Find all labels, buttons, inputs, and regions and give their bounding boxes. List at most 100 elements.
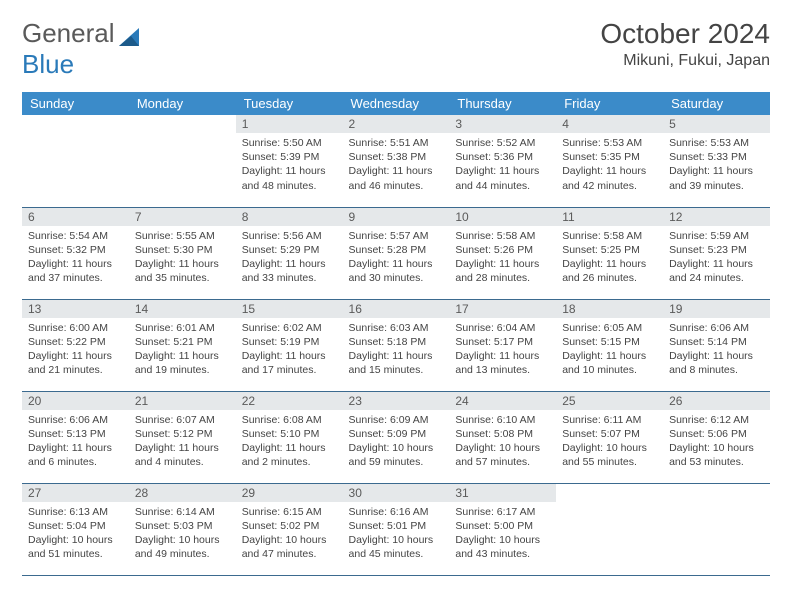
day-body: Sunrise: 6:13 AMSunset: 5:04 PMDaylight:… [22, 502, 129, 566]
day-number: 6 [22, 208, 129, 226]
calendar-cell: 31Sunrise: 6:17 AMSunset: 5:00 PMDayligh… [449, 483, 556, 575]
sunset-line: Sunset: 5:38 PM [349, 150, 444, 164]
day-number: 12 [663, 208, 770, 226]
day-body: Sunrise: 6:12 AMSunset: 5:06 PMDaylight:… [663, 410, 770, 474]
calendar-cell [556, 483, 663, 575]
sunrise-line: Sunrise: 5:58 AM [455, 229, 550, 243]
day-body: Sunrise: 5:54 AMSunset: 5:32 PMDaylight:… [22, 226, 129, 290]
calendar-cell: 1Sunrise: 5:50 AMSunset: 5:39 PMDaylight… [236, 115, 343, 207]
day-number: 19 [663, 300, 770, 318]
day-number: 1 [236, 115, 343, 133]
calendar-cell: 4Sunrise: 5:53 AMSunset: 5:35 PMDaylight… [556, 115, 663, 207]
sunrise-line: Sunrise: 6:00 AM [28, 321, 123, 335]
sunrise-line: Sunrise: 6:04 AM [455, 321, 550, 335]
daylight-line: Daylight: 10 hours and 45 minutes. [349, 533, 444, 561]
logo-text-gray: General [22, 18, 115, 48]
sunset-line: Sunset: 5:08 PM [455, 427, 550, 441]
sunset-line: Sunset: 5:01 PM [349, 519, 444, 533]
day-body: Sunrise: 6:17 AMSunset: 5:00 PMDaylight:… [449, 502, 556, 566]
sunrise-line: Sunrise: 6:15 AM [242, 505, 337, 519]
calendar-cell: 17Sunrise: 6:04 AMSunset: 5:17 PMDayligh… [449, 299, 556, 391]
calendar-cell: 7Sunrise: 5:55 AMSunset: 5:30 PMDaylight… [129, 207, 236, 299]
calendar-cell [22, 115, 129, 207]
sunset-line: Sunset: 5:12 PM [135, 427, 230, 441]
weekday-header: Wednesday [343, 92, 450, 115]
day-number: 2 [343, 115, 450, 133]
sunset-line: Sunset: 5:15 PM [562, 335, 657, 349]
sunrise-line: Sunrise: 6:17 AM [455, 505, 550, 519]
day-number: 7 [129, 208, 236, 226]
day-body: Sunrise: 5:51 AMSunset: 5:38 PMDaylight:… [343, 133, 450, 197]
day-number: 4 [556, 115, 663, 133]
day-number: 11 [556, 208, 663, 226]
logo-text-blue: Blue [22, 49, 74, 79]
sunset-line: Sunset: 5:23 PM [669, 243, 764, 257]
day-number: 18 [556, 300, 663, 318]
daylight-line: Daylight: 11 hours and 13 minutes. [455, 349, 550, 377]
sunset-line: Sunset: 5:32 PM [28, 243, 123, 257]
daylight-line: Daylight: 11 hours and 24 minutes. [669, 257, 764, 285]
day-body: Sunrise: 6:08 AMSunset: 5:10 PMDaylight:… [236, 410, 343, 474]
day-body: Sunrise: 5:58 AMSunset: 5:25 PMDaylight:… [556, 226, 663, 290]
sunset-line: Sunset: 5:06 PM [669, 427, 764, 441]
sunrise-line: Sunrise: 5:52 AM [455, 136, 550, 150]
sunrise-line: Sunrise: 6:06 AM [669, 321, 764, 335]
calendar-cell: 20Sunrise: 6:06 AMSunset: 5:13 PMDayligh… [22, 391, 129, 483]
header: General Blue October 2024 Mikuni, Fukui,… [22, 18, 770, 80]
day-body: Sunrise: 5:52 AMSunset: 5:36 PMDaylight:… [449, 133, 556, 197]
calendar-cell: 3Sunrise: 5:52 AMSunset: 5:36 PMDaylight… [449, 115, 556, 207]
calendar-cell: 16Sunrise: 6:03 AMSunset: 5:18 PMDayligh… [343, 299, 450, 391]
daylight-line: Daylight: 11 hours and 10 minutes. [562, 349, 657, 377]
calendar-cell: 2Sunrise: 5:51 AMSunset: 5:38 PMDaylight… [343, 115, 450, 207]
sunset-line: Sunset: 5:03 PM [135, 519, 230, 533]
calendar-cell: 21Sunrise: 6:07 AMSunset: 5:12 PMDayligh… [129, 391, 236, 483]
day-body: Sunrise: 6:03 AMSunset: 5:18 PMDaylight:… [343, 318, 450, 382]
daylight-line: Daylight: 11 hours and 26 minutes. [562, 257, 657, 285]
day-number: 23 [343, 392, 450, 410]
day-number: 15 [236, 300, 343, 318]
daylight-line: Daylight: 10 hours and 51 minutes. [28, 533, 123, 561]
sunset-line: Sunset: 5:17 PM [455, 335, 550, 349]
calendar-cell: 13Sunrise: 6:00 AMSunset: 5:22 PMDayligh… [22, 299, 129, 391]
daylight-line: Daylight: 10 hours and 55 minutes. [562, 441, 657, 469]
daylight-line: Daylight: 10 hours and 43 minutes. [455, 533, 550, 561]
sunset-line: Sunset: 5:30 PM [135, 243, 230, 257]
calendar-cell: 22Sunrise: 6:08 AMSunset: 5:10 PMDayligh… [236, 391, 343, 483]
calendar-cell [663, 483, 770, 575]
weekday-header: Saturday [663, 92, 770, 115]
sunset-line: Sunset: 5:13 PM [28, 427, 123, 441]
day-number: 16 [343, 300, 450, 318]
day-number: 22 [236, 392, 343, 410]
sunrise-line: Sunrise: 5:51 AM [349, 136, 444, 150]
day-number: 8 [236, 208, 343, 226]
daylight-line: Daylight: 11 hours and 44 minutes. [455, 164, 550, 192]
weekday-header: Sunday [22, 92, 129, 115]
sunset-line: Sunset: 5:28 PM [349, 243, 444, 257]
sunset-line: Sunset: 5:35 PM [562, 150, 657, 164]
daylight-line: Daylight: 11 hours and 42 minutes. [562, 164, 657, 192]
day-body: Sunrise: 6:14 AMSunset: 5:03 PMDaylight:… [129, 502, 236, 566]
weekday-header: Monday [129, 92, 236, 115]
location-label: Mikuni, Fukui, Japan [600, 52, 770, 70]
sunset-line: Sunset: 5:04 PM [28, 519, 123, 533]
sunset-line: Sunset: 5:33 PM [669, 150, 764, 164]
sunrise-line: Sunrise: 6:12 AM [669, 413, 764, 427]
logo-text: General Blue [22, 18, 143, 80]
daylight-line: Daylight: 11 hours and 33 minutes. [242, 257, 337, 285]
day-body: Sunrise: 6:02 AMSunset: 5:19 PMDaylight:… [236, 318, 343, 382]
sunrise-line: Sunrise: 5:57 AM [349, 229, 444, 243]
daylight-line: Daylight: 11 hours and 2 minutes. [242, 441, 337, 469]
day-number: 14 [129, 300, 236, 318]
calendar-cell: 24Sunrise: 6:10 AMSunset: 5:08 PMDayligh… [449, 391, 556, 483]
day-body: Sunrise: 6:06 AMSunset: 5:14 PMDaylight:… [663, 318, 770, 382]
sunrise-line: Sunrise: 6:08 AM [242, 413, 337, 427]
sunrise-line: Sunrise: 6:16 AM [349, 505, 444, 519]
day-body: Sunrise: 5:58 AMSunset: 5:26 PMDaylight:… [449, 226, 556, 290]
day-body: Sunrise: 6:00 AMSunset: 5:22 PMDaylight:… [22, 318, 129, 382]
calendar-cell: 26Sunrise: 6:12 AMSunset: 5:06 PMDayligh… [663, 391, 770, 483]
day-number: 27 [22, 484, 129, 502]
sunset-line: Sunset: 5:10 PM [242, 427, 337, 441]
day-body: Sunrise: 6:05 AMSunset: 5:15 PMDaylight:… [556, 318, 663, 382]
day-body: Sunrise: 5:57 AMSunset: 5:28 PMDaylight:… [343, 226, 450, 290]
calendar-cell: 10Sunrise: 5:58 AMSunset: 5:26 PMDayligh… [449, 207, 556, 299]
